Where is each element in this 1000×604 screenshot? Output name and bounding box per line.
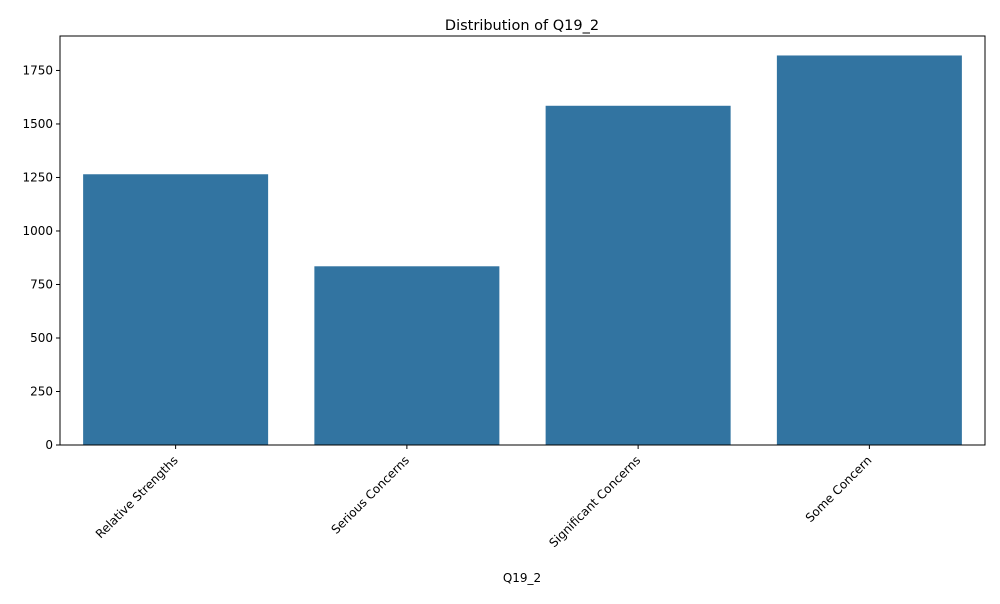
- x-tick-label: Significant Concerns: [546, 453, 643, 550]
- y-tick-label: 0: [45, 438, 53, 452]
- x-axis-ticks: Relative Strengths Serious Concerns Signif…: [93, 445, 875, 550]
- x-axis-label: Q19_2: [503, 571, 541, 585]
- bars-group: [83, 55, 962, 445]
- x-tick-label: Some Concern: [803, 453, 875, 525]
- bar: [83, 174, 269, 445]
- chart-title: Distribution of Q19_2: [445, 18, 599, 34]
- y-tick-label: 1750: [22, 63, 53, 77]
- bar: [314, 266, 500, 445]
- y-axis-ticks: 0 250 500 750 1000 1250 1500 1750: [22, 63, 60, 452]
- bar: [545, 105, 731, 445]
- x-tick-label: Serious Concerns: [328, 453, 412, 537]
- y-tick-label: 1250: [22, 170, 53, 184]
- y-tick-label: 750: [30, 277, 53, 291]
- y-tick-label: 500: [30, 331, 53, 345]
- y-tick-label: 250: [30, 384, 53, 398]
- x-tick-label: Relative Strengths: [93, 453, 181, 541]
- plot-frame: [59, 35, 986, 446]
- bar: [776, 55, 962, 445]
- y-tick-label: 1000: [22, 224, 53, 238]
- y-tick-label: 1500: [22, 117, 53, 131]
